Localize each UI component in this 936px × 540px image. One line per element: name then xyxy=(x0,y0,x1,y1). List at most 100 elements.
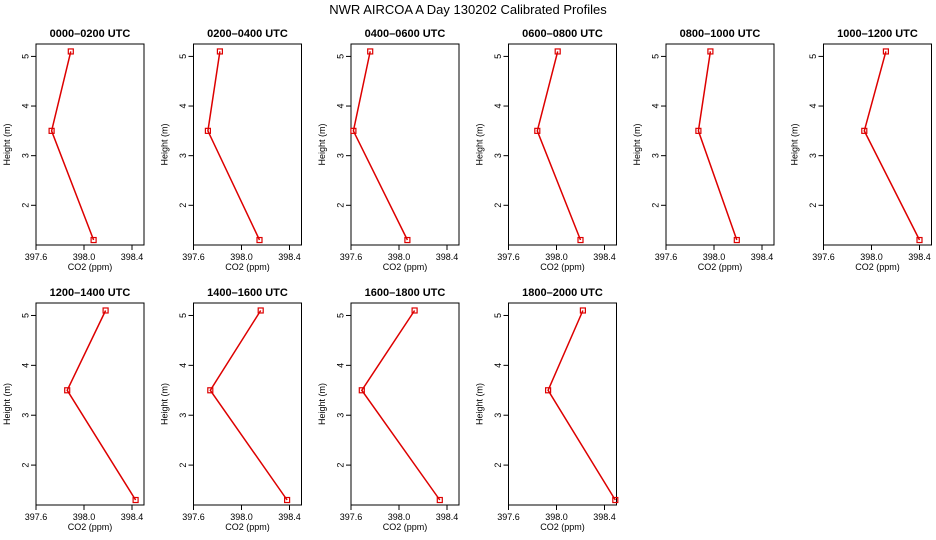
plot-frame xyxy=(35,302,145,506)
y-tick-label: 3 xyxy=(650,153,660,158)
y-tick-label: 4 xyxy=(650,104,660,109)
plot-frame xyxy=(350,43,460,246)
y-tick-label: 2 xyxy=(20,463,30,468)
x-tick-label: 398.0 xyxy=(388,252,411,262)
x-tick-label: 398.4 xyxy=(278,512,301,522)
y-axis-label: Height (m) xyxy=(632,123,642,165)
chart-panel-5: 0800–1000 UTC 397.6 398.0 398.4 CO2 (ppm) 2 3 4… xyxy=(632,28,775,272)
x-tick-label: 398.0 xyxy=(230,252,253,262)
y-tick-label: 4 xyxy=(335,104,345,109)
y-tick-label: 2 xyxy=(20,203,30,208)
y-tick-label: 4 xyxy=(808,104,818,109)
y-tick-label: 4 xyxy=(178,104,188,109)
x-tick-label: 398.0 xyxy=(73,252,96,262)
data-point xyxy=(577,236,584,244)
data-point xyxy=(579,307,587,314)
y-tick-label: 3 xyxy=(493,413,503,418)
plot-frame xyxy=(508,302,617,506)
y-axis-label: Height (m) xyxy=(790,123,800,165)
y-tick-label: 5 xyxy=(20,313,30,318)
chart-panel-6: 1000–1200 UTC 397.6 398.0 398.4 CO2 (ppm) 2 3 4… xyxy=(790,28,932,272)
x-axis-label: CO2 (ppm) xyxy=(225,262,270,272)
plot-frame xyxy=(508,43,617,246)
plot-frame xyxy=(665,43,775,246)
plot-frame xyxy=(193,43,302,246)
data-point xyxy=(257,307,264,314)
x-axis-label: CO2 (ppm) xyxy=(540,262,585,272)
series-line xyxy=(697,51,738,241)
series-line xyxy=(863,51,921,241)
series-line xyxy=(352,51,409,241)
y-tick-label: 5 xyxy=(20,54,30,59)
x-axis-label: CO2 (ppm) xyxy=(383,262,428,272)
y-axis-label: Height (m) xyxy=(2,123,12,165)
x-axis-label: CO2 (ppm) xyxy=(855,262,900,272)
series-line xyxy=(536,51,582,241)
y-tick-label: 2 xyxy=(178,463,188,468)
x-axis-label: CO2 (ppm) xyxy=(68,522,113,532)
y-axis-label: Height (m) xyxy=(475,123,485,165)
data-point xyxy=(411,307,418,314)
y-tick-label: 5 xyxy=(335,54,345,59)
data-point xyxy=(534,127,541,134)
y-tick-label: 2 xyxy=(335,203,345,208)
x-tick-label: 398.0 xyxy=(860,252,883,262)
data-point xyxy=(404,236,411,244)
x-axis-label: CO2 (ppm) xyxy=(383,522,428,532)
series-line xyxy=(66,310,137,501)
data-point xyxy=(207,387,214,394)
panel-title: 1600–1800 UTC xyxy=(365,287,446,299)
data-point xyxy=(90,236,97,244)
chart-panel-7: 1200–1400 UTC 397.6 398.0 398.4 CO2 (ppm) 2 3 4… xyxy=(2,287,145,532)
chart-panel-1: 0000–0200 UTC 397.6 398.0 398.4 CO2 (ppm) 2 3 4… xyxy=(2,28,145,272)
y-tick-label: 3 xyxy=(335,413,345,418)
y-tick-label: 3 xyxy=(178,413,188,418)
chart-panel-4: 0600–0800 UTC 397.6 398.0 398.4 CO2 (ppm) 2 3 4… xyxy=(475,28,617,272)
data-point xyxy=(554,48,561,55)
data-point xyxy=(204,127,211,134)
x-tick-label: 398.4 xyxy=(121,512,144,522)
panel-title: 0000–0200 UTC xyxy=(50,28,131,40)
y-tick-label: 3 xyxy=(20,413,30,418)
y-tick-label: 2 xyxy=(178,203,188,208)
data-point xyxy=(256,236,263,244)
data-point xyxy=(544,387,552,394)
series-line xyxy=(207,51,261,241)
x-tick-label: 397.6 xyxy=(812,252,835,262)
chart-panel-2: 0200–0400 UTC 397.6 398.0 398.4 CO2 (ppm) 2 3 4… xyxy=(160,28,302,272)
y-tick-label: 4 xyxy=(178,363,188,368)
y-axis-label: Height (m) xyxy=(160,123,170,165)
y-tick-label: 5 xyxy=(808,54,818,59)
x-axis-label: CO2 (ppm) xyxy=(68,262,113,272)
series-line xyxy=(547,310,616,501)
panel-title: 1400–1600 UTC xyxy=(207,287,288,299)
y-tick-label: 4 xyxy=(20,104,30,109)
y-tick-label: 4 xyxy=(493,363,503,368)
x-tick-label: 397.6 xyxy=(497,252,520,262)
x-tick-label: 398.0 xyxy=(388,512,411,522)
data-point xyxy=(882,48,890,55)
panel-title: 0600–0800 UTC xyxy=(522,28,603,40)
x-tick-label: 398.0 xyxy=(230,512,253,522)
y-axis-label: Height (m) xyxy=(2,383,12,425)
x-tick-label: 398.4 xyxy=(593,512,616,522)
y-tick-label: 4 xyxy=(493,104,503,109)
x-axis-label: CO2 (ppm) xyxy=(225,522,270,532)
panel-title: 1200–1400 UTC xyxy=(50,287,131,299)
y-tick-label: 2 xyxy=(493,203,503,208)
data-point xyxy=(707,48,714,55)
x-tick-label: 397.6 xyxy=(25,512,48,522)
panel-title: 1000–1200 UTC xyxy=(837,28,918,40)
y-tick-label: 5 xyxy=(335,313,345,318)
y-axis-label: Height (m) xyxy=(160,383,170,425)
y-axis-label: Height (m) xyxy=(317,383,327,425)
x-tick-label: 398.0 xyxy=(73,512,96,522)
data-point xyxy=(695,127,702,134)
panel-title: 0800–1000 UTC xyxy=(680,28,761,40)
x-tick-label: 398.4 xyxy=(436,512,459,522)
y-tick-label: 5 xyxy=(178,313,188,318)
y-tick-label: 4 xyxy=(335,363,345,368)
y-tick-label: 4 xyxy=(20,363,30,368)
y-tick-label: 3 xyxy=(493,153,503,158)
